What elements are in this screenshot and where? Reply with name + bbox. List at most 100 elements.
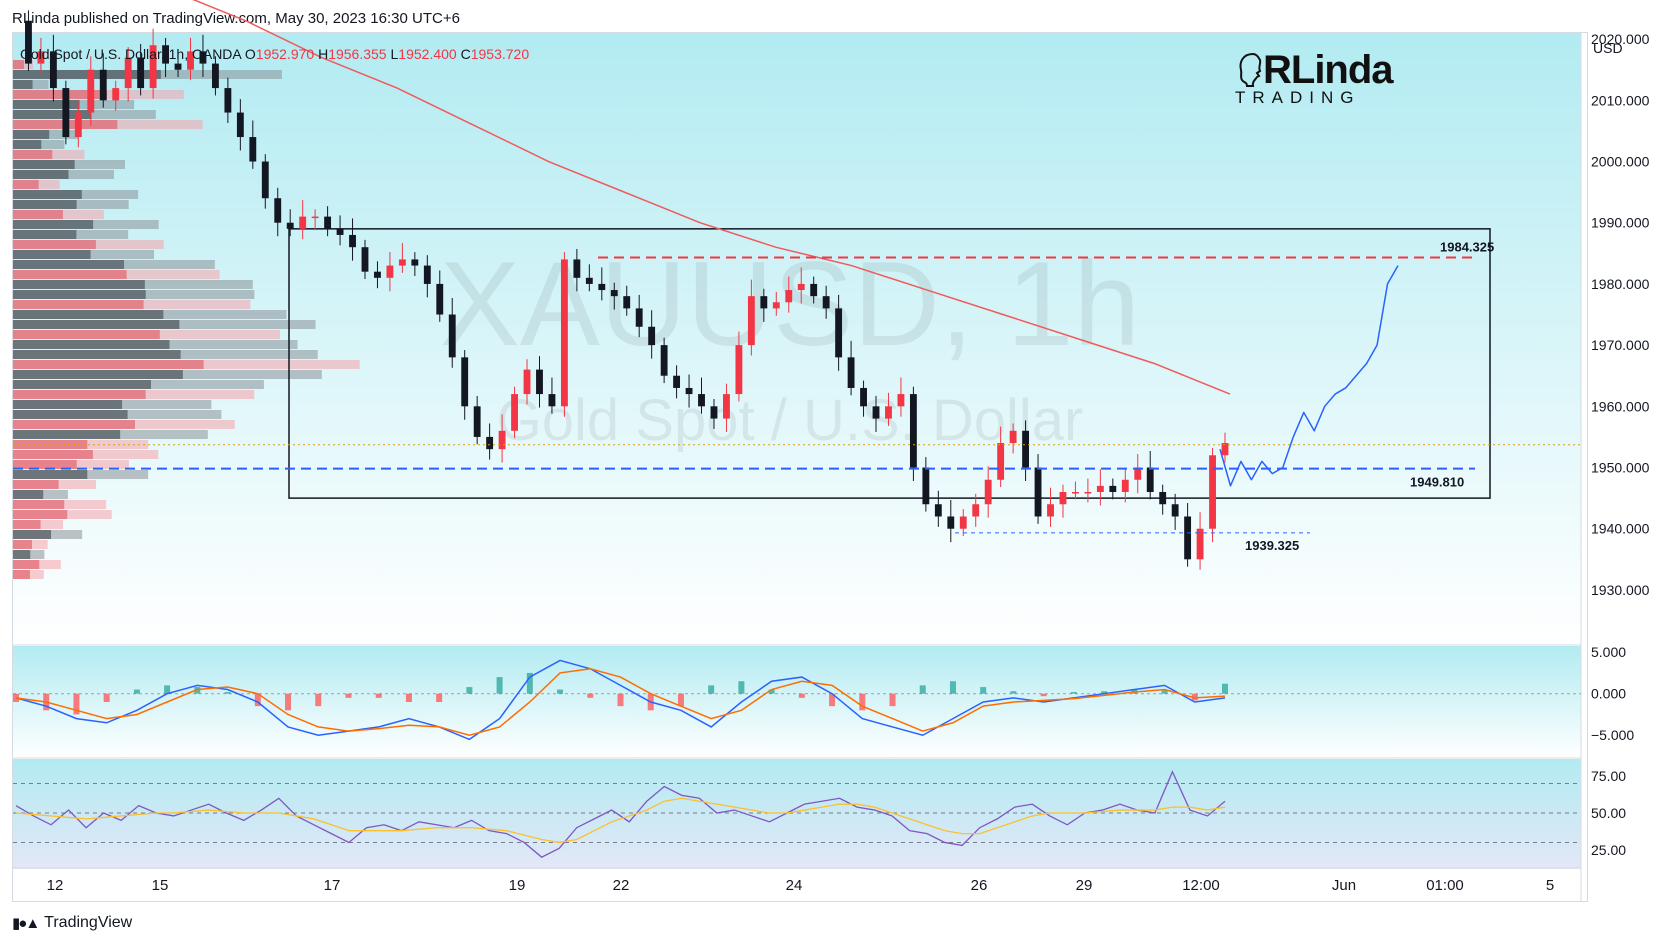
volume-profile-bar-inner	[13, 270, 127, 279]
candle-body	[261, 161, 269, 199]
macd-histogram-bar	[919, 685, 926, 694]
macd-histogram-bar	[375, 693, 382, 698]
rsi-ma-line	[15, 797, 1226, 844]
range-rectangle	[288, 228, 1491, 499]
macd-histogram-bar	[1191, 693, 1198, 701]
volume-profile-bar-inner	[13, 60, 25, 69]
candle-body	[336, 228, 344, 235]
volume-profile-bar-inner	[13, 540, 33, 549]
rsi-tick-label: 75.00	[1591, 768, 1626, 784]
price-tick-label: 1940.000	[1591, 521, 1650, 537]
candle-body	[573, 259, 581, 278]
macd-histogram-bar	[798, 693, 805, 698]
volume-profile-bar-inner	[13, 210, 63, 219]
candle-body	[560, 259, 568, 407]
macd-histogram-bar	[103, 693, 110, 702]
candle-body	[1009, 430, 1017, 444]
candle-body	[473, 406, 481, 437]
volume-profile-bar-inner	[13, 100, 80, 109]
chart-frame	[12, 32, 1588, 902]
price-tick-label: 1950.000	[1591, 460, 1650, 476]
time-tick-label: 12	[47, 877, 64, 894]
candle-body	[959, 516, 967, 529]
candle-body	[1146, 467, 1154, 492]
candle-body	[872, 406, 880, 419]
candle-body	[685, 387, 693, 395]
candle-body	[274, 198, 282, 223]
candle-body	[1096, 485, 1104, 492]
range-box[interactable]	[288, 228, 1491, 499]
logo-main-text: RLinda	[1263, 48, 1394, 92]
rsi-tick-label: 50.00	[1591, 805, 1626, 821]
volume-profile-bar-inner	[13, 490, 44, 499]
candle-body	[972, 504, 980, 517]
macd-histogram-bar	[345, 693, 352, 698]
symbol-legend[interactable]: Gold Spot / U.S. Dollar, 1h, OANDA O1952…	[20, 46, 529, 62]
open-value: 1952.970	[255, 46, 315, 62]
macd-histogram-bar	[405, 693, 412, 702]
volume-profile-bar-inner	[13, 390, 146, 399]
price-tick-label: 2020.000	[1591, 31, 1650, 47]
time-axis[interactable]: 12 15 17 19 22 24 26 29 12:00 Jun 01:00 5	[47, 877, 1555, 894]
price-axis[interactable]: 2020.000 2010.000 2000.000 1990.000 1980.000…	[1591, 31, 1650, 858]
macd-histogram-bar	[1101, 691, 1108, 694]
candle-body	[548, 394, 556, 407]
macd-histogram-bar	[466, 687, 473, 694]
volume-profile-bar-inner	[13, 130, 50, 139]
macd-histogram-bar	[285, 693, 292, 711]
candle-body	[511, 394, 518, 431]
rsi-line	[15, 770, 1226, 858]
volume-profile-bar-inner	[13, 480, 59, 489]
macd-histogram-bar	[587, 693, 594, 698]
macd-histogram-bar	[829, 693, 836, 707]
candle-body	[747, 296, 755, 346]
volume-profile-bar-inner	[13, 200, 77, 209]
time-tick-label: 15	[152, 877, 169, 894]
volume-profile-bar-inner	[13, 300, 144, 309]
candle-body	[349, 234, 356, 248]
currency-label[interactable]: USD	[1593, 40, 1623, 56]
volume-profile-bar-inner	[13, 140, 42, 149]
candle-body	[112, 88, 120, 101]
low-label: 1939.325	[1245, 538, 1299, 553]
tradingview-brand[interactable]: ▮●▲ TradingView	[12, 914, 132, 932]
candle-body	[423, 265, 431, 284]
macd-histogram-bar	[73, 693, 80, 715]
price-levels[interactable]: 1984.325 1949.810 1939.325	[13, 239, 1581, 553]
rsi-indicator	[13, 770, 1581, 858]
macd-histogram-bar	[949, 681, 956, 694]
time-tick-label: Jun	[1332, 877, 1356, 894]
macd-histogram-bar	[708, 685, 715, 694]
candle-body	[822, 296, 830, 309]
candle-body	[897, 394, 905, 407]
candle-body	[1171, 504, 1179, 517]
price-tick-label: 2000.000	[1591, 154, 1650, 170]
macd-histogram-bar	[436, 693, 443, 702]
macd-tick-label: −5.000	[1591, 727, 1634, 743]
volume-profile-bar-inner	[13, 260, 125, 269]
macd-histogram-bar	[133, 689, 140, 694]
volume-profile-bar-inner	[13, 350, 181, 359]
tradingview-brand-text: TradingView	[44, 914, 133, 931]
candle-body	[797, 283, 805, 291]
macd-histogram-bar	[768, 689, 775, 694]
candle-body	[224, 88, 232, 113]
macd-histogram-bar	[194, 687, 201, 694]
candle-body	[785, 290, 793, 303]
volume-profile-bar-inner	[13, 510, 68, 519]
moving-average-line	[192, 0, 1231, 395]
macd-histogram-bar	[1222, 683, 1228, 694]
time-tick-label: 01:00	[1426, 877, 1464, 894]
candle-body	[523, 369, 531, 395]
support-label: 1949.810	[1410, 475, 1464, 490]
rsi-tick-label: 25.00	[1591, 842, 1626, 858]
volume-profile-bar-inner	[13, 70, 161, 79]
open-label: O	[244, 46, 256, 62]
candle-body	[860, 387, 867, 407]
macd-histogram-bar	[1040, 693, 1047, 697]
forecast-path[interactable]	[1219, 265, 1399, 487]
candle-body	[1221, 443, 1229, 456]
volume-profile-bar-inner	[13, 360, 204, 369]
high-value: 1956.355	[328, 46, 387, 62]
